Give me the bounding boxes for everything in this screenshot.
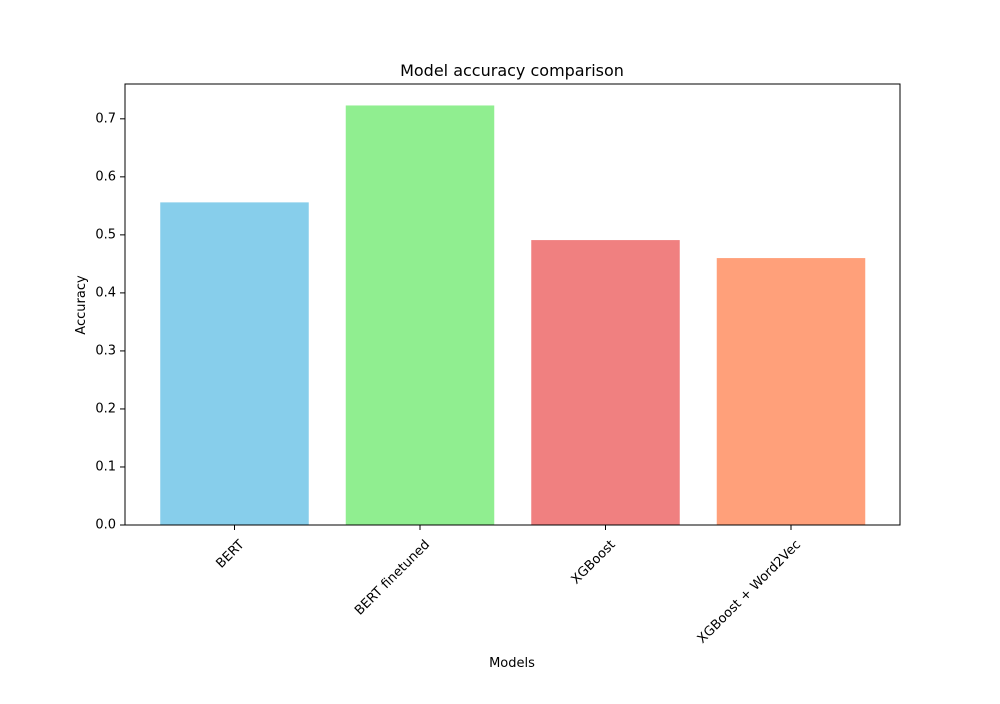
bar <box>716 258 866 525</box>
y-tick-label: 0.7 <box>95 111 116 126</box>
y-axis-label: Accuracy <box>74 275 89 335</box>
y-tick-label: 0.6 <box>95 169 116 184</box>
y-tick-label: 0.3 <box>95 343 116 358</box>
bar <box>345 105 495 526</box>
y-tick-label: 0.0 <box>95 518 116 533</box>
bar <box>160 202 309 525</box>
y-tick-label: 0.2 <box>95 401 116 416</box>
chart-title: Model accuracy comparison <box>400 61 624 80</box>
plot-frame <box>124 83 901 526</box>
bar <box>531 240 680 525</box>
y-tick-label: 0.5 <box>95 227 116 242</box>
bars-layer <box>160 105 866 526</box>
y-tick-label: 0.1 <box>95 459 116 474</box>
y-tick-label: 0.4 <box>95 285 116 300</box>
x-axis-label: Models <box>489 656 535 671</box>
